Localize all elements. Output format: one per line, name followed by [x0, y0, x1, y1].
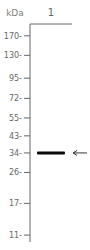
svg-text:170-: 170-	[4, 32, 22, 41]
svg-text:55-: 55-	[9, 114, 22, 123]
svg-text:43-: 43-	[9, 132, 22, 141]
svg-text:72-: 72-	[9, 94, 22, 103]
svg-text:34-: 34-	[9, 149, 22, 158]
svg-text:17-: 17-	[9, 199, 22, 208]
svg-text:26-: 26-	[9, 168, 22, 177]
svg-text:130-: 130-	[4, 51, 22, 60]
svg-text:kDa: kDa	[6, 8, 24, 18]
svg-text:95-: 95-	[9, 74, 22, 83]
svg-text:1: 1	[48, 7, 54, 18]
svg-text:11-: 11-	[9, 231, 22, 240]
